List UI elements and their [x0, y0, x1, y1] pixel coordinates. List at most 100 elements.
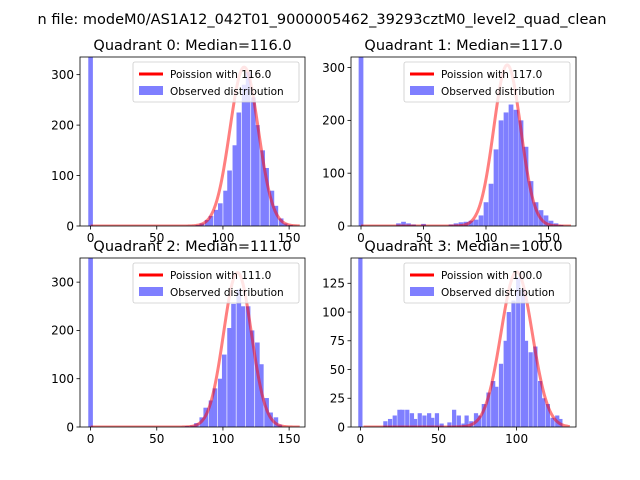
legend-bar-swatch	[410, 287, 434, 296]
legend-bar-swatch	[410, 86, 434, 95]
legend-box	[403, 262, 571, 304]
histogram-bar	[227, 328, 232, 427]
histogram-bar	[528, 181, 534, 226]
histogram-bar	[221, 354, 227, 427]
legend-box	[132, 262, 300, 304]
poisson-curve	[360, 63, 572, 226]
histogram-bar	[241, 84, 247, 226]
histogram-bar	[511, 300, 516, 427]
histogram-bars	[88, 57, 297, 226]
histogram-bar	[223, 190, 228, 226]
y-tick-label: 100	[322, 305, 345, 319]
histogram-bar	[491, 381, 496, 427]
histogram-bar	[488, 183, 494, 226]
histogram-bar	[434, 413, 440, 427]
legend-label-poisson: Poission with 100.0	[441, 270, 542, 282]
x-tick-label: 50	[416, 231, 431, 245]
x-tick-label: 50	[149, 231, 164, 245]
legend-label-observed: Observed distribution	[170, 287, 284, 299]
histogram-bar	[498, 120, 504, 226]
histogram-bar	[88, 57, 93, 226]
histogram-bar	[236, 112, 242, 226]
histogram-bar	[236, 289, 242, 427]
histogram-bar	[412, 418, 418, 427]
panel-quadrant-3: 0 50 100 0 25 50 75 100 125 Quadrant 3: Median=10…	[322, 239, 577, 446]
y-tick-label: 100	[51, 372, 74, 386]
histogram-bar	[392, 415, 397, 427]
legend-box	[403, 61, 571, 103]
histogram-bar	[217, 378, 223, 427]
histogram-bar	[533, 346, 538, 427]
x-tick-label: 150	[537, 231, 560, 245]
histogram-bar	[473, 219, 479, 226]
histogram-bar	[358, 57, 364, 226]
histogram-bar	[232, 145, 238, 226]
y-tick-label: 100	[51, 169, 74, 183]
histogram-bar	[523, 146, 529, 226]
y-tick-label: 300	[51, 68, 74, 82]
histogram-bar	[260, 150, 265, 226]
y-tick-label: 300	[322, 61, 345, 75]
panel-quadrant-0: 0 50 100 150 0 100 200 300 Quadrant 0: Median=11…	[51, 38, 306, 245]
histogram-bar	[520, 289, 525, 427]
figure-suptitle: n file: modeM0/AS1A12_042T01_9000005462_…	[38, 12, 607, 28]
legend: Poission with 111.0 Observed distribution	[132, 262, 300, 304]
poisson-curve	[89, 271, 301, 427]
legend-bar-swatch	[139, 86, 163, 95]
histogram-bar	[212, 388, 218, 427]
histogram-bar	[204, 219, 210, 226]
histogram-bar	[447, 422, 452, 427]
histogram-bar	[478, 215, 484, 226]
x-tick-label: 100	[211, 432, 234, 446]
legend: Poission with 117.0 Observed distribution	[403, 61, 571, 103]
histogram-bar	[240, 306, 246, 427]
histogram-bar	[217, 203, 223, 226]
histogram-bar	[400, 409, 405, 427]
histogram-bar	[430, 417, 435, 427]
histogram-bar	[397, 409, 402, 427]
histogram-bar	[477, 415, 482, 427]
histogram-bar	[405, 409, 410, 427]
histogram-bar	[422, 415, 427, 427]
histogram-bar	[503, 340, 508, 427]
legend-label-observed: Observed distribution	[170, 86, 284, 98]
panel-title: Quadrant 0: Median=116.0	[93, 38, 291, 54]
y-tick-label: 75	[330, 334, 345, 348]
x-tick-label: 150	[278, 432, 301, 446]
x-tick-label: 100	[475, 231, 498, 245]
histogram-bar	[452, 409, 457, 427]
axes-frame	[350, 56, 577, 227]
panel-title: Quadrant 2: Median=111.0	[93, 239, 291, 255]
histogram-bar	[417, 413, 422, 427]
legend-label-poisson: Poission with 111.0	[170, 270, 271, 282]
x-tick-label: 50	[431, 432, 446, 446]
legend-label-observed: Observed distribution	[441, 86, 555, 98]
y-tick-label: 300	[51, 275, 74, 289]
legend-label-poisson: Poission with 117.0	[441, 69, 542, 81]
histogram-bar	[550, 417, 555, 427]
histogram-bar	[227, 170, 232, 226]
histogram-bar	[208, 400, 214, 427]
histogram-bar	[245, 72, 251, 226]
y-tick-label: 25	[330, 392, 345, 406]
histogram-bar	[439, 423, 444, 427]
histogram-bar	[255, 342, 260, 427]
y-tick-label: 200	[51, 118, 74, 132]
panel-quadrant-1: 0 50 100 150 0 100 200 300 Quadrant 1: Median=11…	[322, 38, 577, 245]
panel-quadrant-2: 0 50 100 150 0 100 200 300 Quadrant 2: Median=11…	[51, 239, 306, 446]
histogram-bar	[251, 97, 256, 226]
histogram-bar	[528, 352, 533, 427]
histogram-bar	[401, 221, 406, 226]
histogram-bar	[249, 330, 255, 427]
y-tick-label: 100	[322, 166, 345, 180]
legend-box	[132, 61, 300, 103]
y-tick-label: 125	[322, 277, 345, 291]
histogram-bar	[503, 112, 509, 226]
legend-label-poisson: Poission with 116.0	[170, 69, 271, 81]
histogram-bar	[533, 202, 539, 226]
poisson-curve	[89, 65, 301, 226]
x-tick-label: 100	[211, 231, 234, 245]
x-tick-label: 0	[357, 432, 365, 446]
histogram-bar	[508, 104, 514, 226]
